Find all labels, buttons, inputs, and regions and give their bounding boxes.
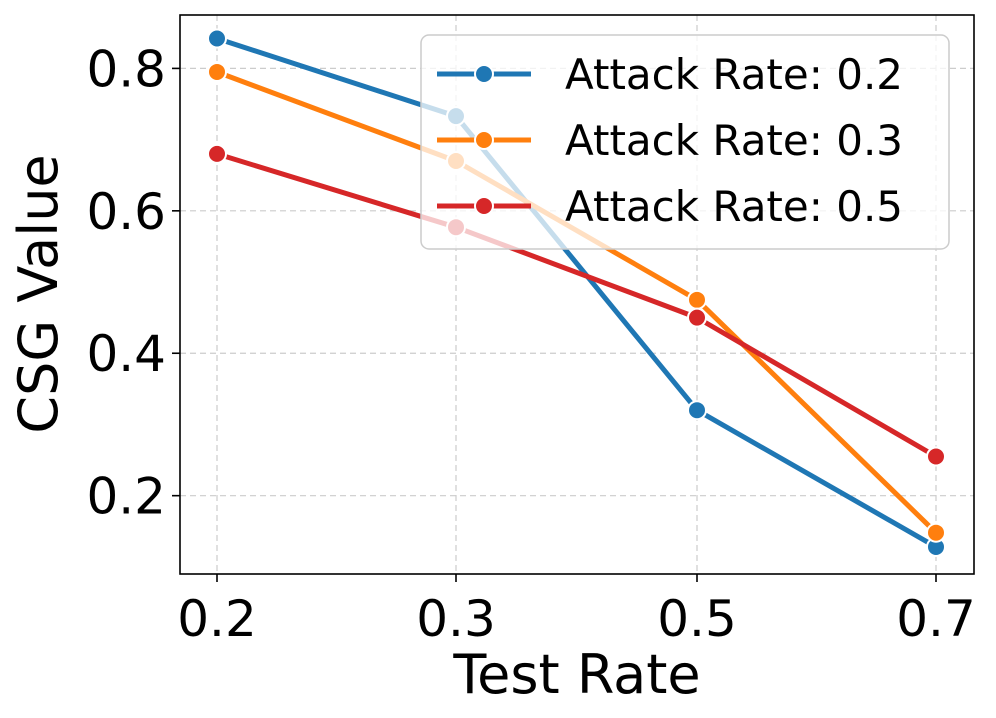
y-tick-label: 0.4 — [86, 325, 166, 383]
data-point — [687, 307, 707, 328]
x-axis-label: Test Rate — [452, 643, 700, 706]
series-line-3 — [216, 151, 938, 459]
axis-ticks: 0.2 0.3 0.5 0.7 0.2 0.4 0.6 0.8 — [86, 40, 975, 648]
x-tick-label: 0.2 — [177, 590, 257, 648]
data-point — [207, 28, 227, 49]
legend-label: Attack Rate: 0.5 — [565, 182, 903, 231]
x-tick-label: 0.5 — [657, 590, 737, 648]
data-point — [926, 446, 946, 467]
data-point — [687, 400, 707, 421]
legend-marker — [474, 64, 494, 84]
series-line-1 — [216, 36, 938, 550]
y-tick-label: 0.6 — [86, 183, 166, 241]
legend-label: Attack Rate: 0.2 — [565, 50, 903, 99]
data-point — [687, 289, 707, 310]
data-point — [207, 143, 227, 164]
x-tick-label: 0.7 — [896, 590, 976, 648]
legend: Attack Rate: 0.2 Attack Rate: 0.3 Attack R… — [420, 34, 950, 250]
y-axis-label: CSG Value — [7, 154, 70, 433]
y-tick-label: 0.2 — [86, 468, 166, 526]
y-tick-label: 0.8 — [86, 40, 166, 98]
data-point — [926, 522, 946, 543]
legend-marker — [474, 196, 494, 216]
data-point — [207, 61, 227, 82]
legend-label: Attack Rate: 0.3 — [565, 116, 903, 165]
x-tick-label: 0.3 — [416, 590, 496, 648]
legend-marker — [474, 130, 494, 150]
plot-frame — [179, 14, 975, 575]
legend-box — [420, 34, 950, 250]
